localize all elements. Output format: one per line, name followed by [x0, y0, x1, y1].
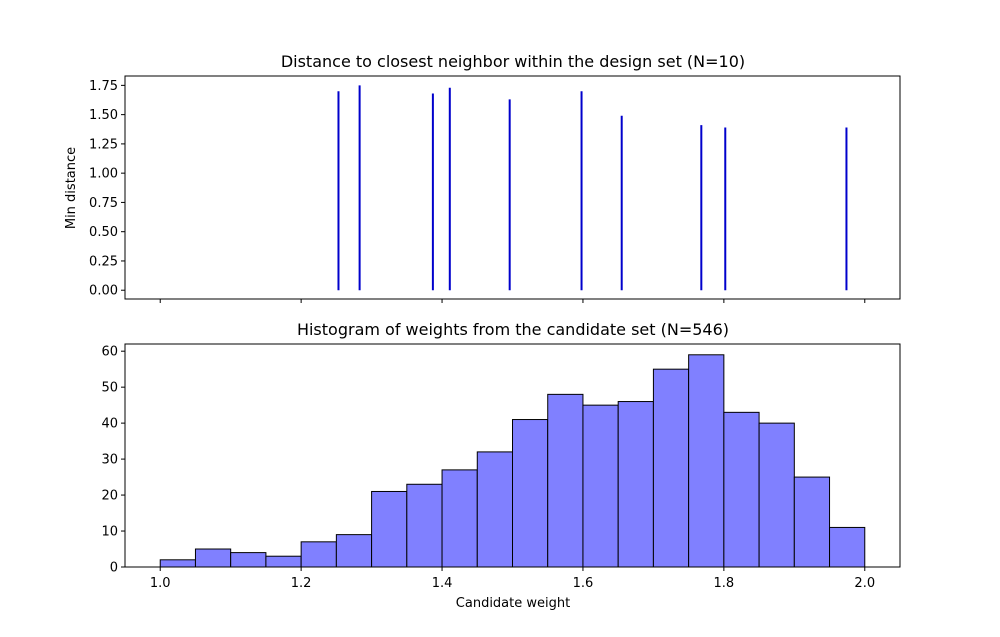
histogram-bar	[159, 559, 196, 568]
y-tick-label: 0.50	[89, 225, 118, 240]
stem-chart-y-axis-label: Min distance	[64, 147, 79, 229]
histogram-bar	[793, 476, 831, 568]
x-tick-label: 1.6	[573, 576, 594, 591]
histogram-bar	[547, 393, 584, 568]
histogram-bar	[265, 555, 302, 568]
x-tick-label: 2.0	[854, 576, 875, 591]
stem-chart-panel: Distance to closest neighbor within the …	[64, 52, 901, 303]
stem-chart-title: Distance to closest neighbor within the …	[281, 52, 745, 71]
x-tick-label: 1.2	[291, 576, 312, 591]
histogram-bar	[230, 552, 267, 568]
y-tick-label: 0.00	[89, 284, 118, 299]
x-tick-label: 1.0	[150, 576, 171, 591]
y-tick-label: 40	[101, 417, 118, 432]
histogram-bar	[829, 526, 866, 568]
y-tick-label: 1.75	[89, 79, 118, 94]
y-tick-label: 30	[101, 453, 118, 468]
histogram-bar	[582, 404, 619, 568]
x-tick-label: 1.8	[714, 576, 735, 591]
stem-chart-stems	[337, 85, 848, 291]
histogram-axes-frame	[124, 343, 901, 568]
y-tick-label: 60	[101, 345, 118, 360]
histogram-y-ticks: 0 10 20 30 40 50 60	[101, 345, 125, 576]
y-tick-label: 0.25	[89, 254, 118, 269]
x-tick-label: 1.4	[432, 576, 453, 591]
histogram-bar	[300, 541, 337, 568]
histogram-x-ticks: 1.0 1.2 1.4 1.6 1.8 2.0	[150, 567, 875, 591]
histogram-bar	[512, 419, 549, 568]
histogram-bar	[758, 422, 795, 568]
histogram-x-axis-label: Candidate weight	[456, 596, 570, 611]
y-tick-label: 0	[110, 561, 118, 576]
stem-chart-x-ticks	[159, 299, 866, 303]
histogram-bar	[194, 548, 232, 568]
histogram-bar	[476, 451, 514, 568]
histogram-bar	[652, 368, 690, 568]
y-tick-label: 20	[101, 489, 118, 504]
y-tick-label: 1.25	[89, 137, 118, 152]
histogram-bar	[441, 469, 478, 568]
histogram-bars	[159, 354, 866, 568]
histogram-bar	[371, 490, 408, 568]
y-tick-label: 0.75	[89, 196, 118, 211]
histogram-bar	[617, 401, 654, 568]
y-tick-label: 1.50	[89, 108, 118, 123]
histogram-bar	[688, 354, 725, 568]
histogram-bar	[406, 483, 443, 568]
histogram-title: Histogram of weights from the candidate …	[297, 320, 729, 339]
histogram-panel: Histogram of weights from the candidate …	[101, 320, 901, 611]
stem-chart-y-ticks: 0.00 0.25 0.50 0.75 1.00 1.25 1.50 1.75	[89, 79, 125, 299]
y-tick-label: 1.00	[89, 167, 118, 182]
histogram-bar	[335, 534, 373, 568]
y-tick-label: 10	[101, 525, 118, 540]
stem-chart-axes-frame	[124, 75, 901, 300]
y-tick-label: 50	[101, 381, 118, 396]
histogram-bar	[723, 411, 760, 568]
